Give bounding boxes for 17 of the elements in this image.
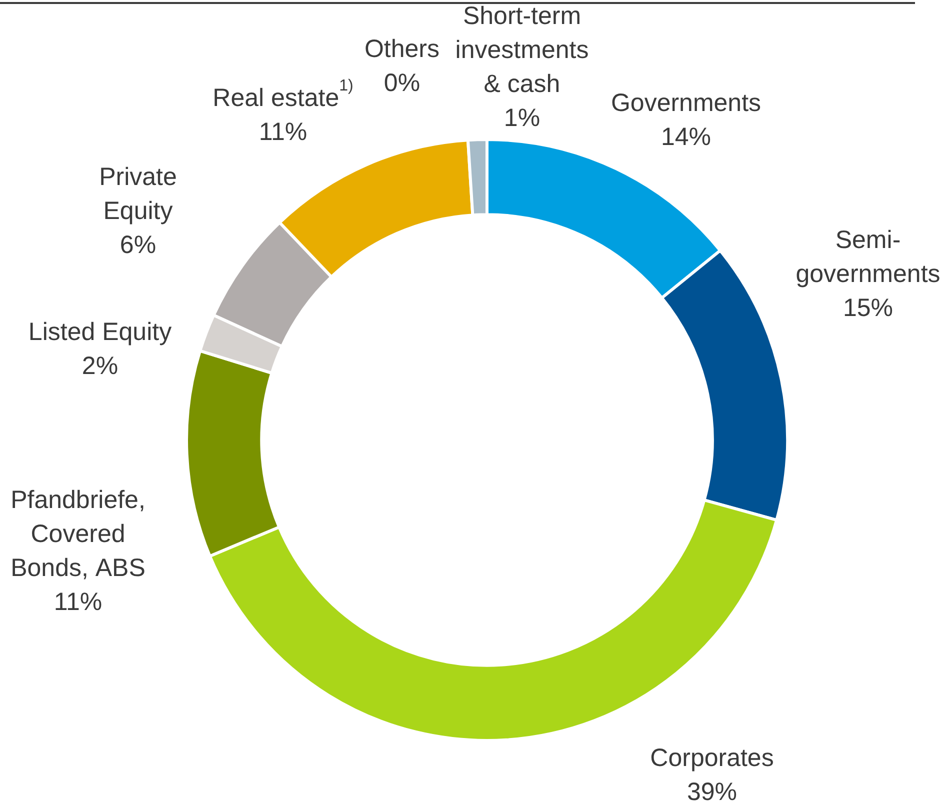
data-label: 39%	[686, 778, 738, 806]
slice-label: Semi-governments	[796, 226, 940, 288]
data-label: 14%	[660, 123, 712, 152]
data-label: 11%	[54, 588, 102, 616]
data-label: 1%	[504, 104, 540, 132]
slice-label: Private Equity	[99, 163, 177, 226]
slice-label: Short-term investments & cash	[455, 2, 589, 98]
data-label: 6%	[120, 231, 156, 260]
category-label: Others	[364, 35, 440, 64]
slice-label: Governments	[610, 89, 762, 118]
data-label: 2%	[82, 352, 118, 380]
slice-label: Corporates	[650, 744, 774, 772]
slice-label: Pfandbriefe, Covered Bonds, ABS	[10, 486, 146, 582]
text: 0%	[384, 69, 420, 98]
data-label: 15%	[842, 294, 894, 322]
data-label: 11%	[258, 118, 308, 146]
slice-label: Listed Equity	[28, 318, 172, 346]
